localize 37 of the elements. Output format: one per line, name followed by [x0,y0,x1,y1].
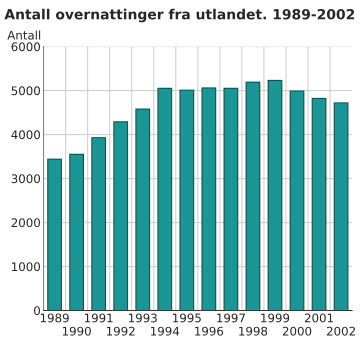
y-tick-label: 1000 [12,262,40,272]
bar [135,108,150,310]
x-tick-label: 2001 [304,313,333,322]
bar [334,102,348,310]
bar [268,80,282,310]
x-tick-label: 1997 [217,313,245,322]
y-tick-label: 6000 [12,42,40,52]
chart-title: Antall overnattinger fra utlandet. 1989-2002 [4,8,354,22]
y-tick-label: 5000 [12,86,40,96]
bar [312,98,326,310]
x-tick-label: 2002 [326,326,355,336]
bar [47,158,62,310]
x-tick-label: 2000 [282,326,312,336]
y-axis-title: Antall [7,30,40,40]
bar [179,90,194,310]
x-tick-label: 1994 [151,326,180,336]
bar [157,88,172,310]
x-tick-label: 1989 [40,313,69,322]
x-tick-label: 1992 [106,326,135,336]
bar [224,88,238,310]
x-tick-label: 1998 [239,326,268,336]
x-tick-label: 1993 [129,313,157,322]
y-tick-label: 0 [34,306,40,316]
y-tick-label: 2000 [12,218,40,228]
x-tick-label: 1996 [195,326,224,336]
bar [91,137,106,310]
x-tick-label: 1995 [173,313,201,322]
y-tick-label: 4000 [11,130,40,140]
bar [201,87,216,310]
bar [246,82,260,310]
bar [290,90,304,310]
x-tick-label: 1991 [84,313,113,322]
x-tick-label: 1990 [62,326,91,336]
bar [69,154,84,310]
bar [113,121,128,310]
y-tick-label: 3000 [12,174,40,184]
x-tick-label: 1999 [261,313,290,322]
